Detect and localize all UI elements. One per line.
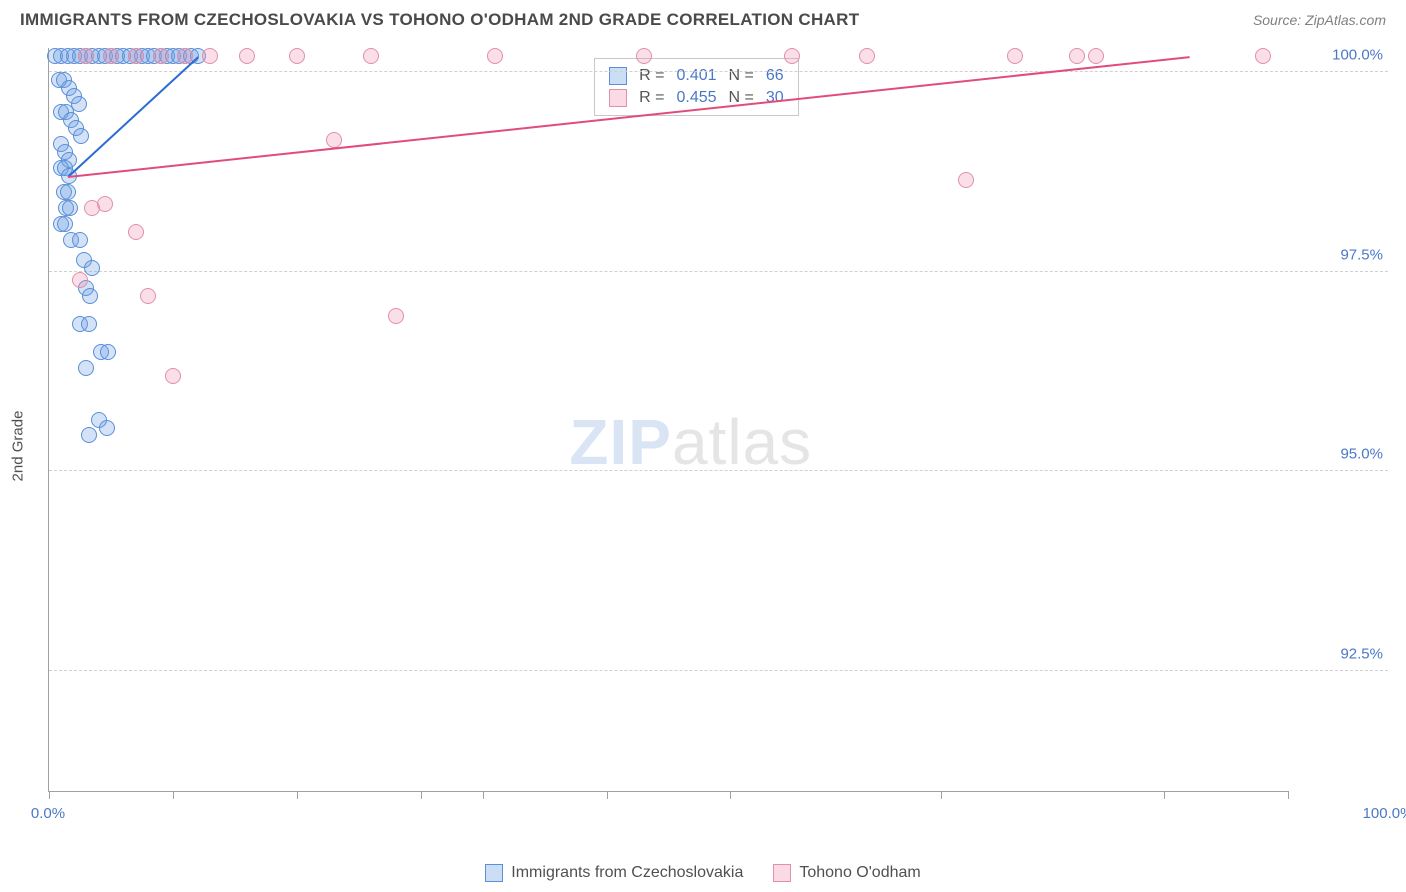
- data-point-pink: [78, 48, 94, 64]
- data-point-pink: [177, 48, 193, 64]
- swatch-pink-icon: [773, 864, 791, 882]
- y-tick-label: 95.0%: [1293, 446, 1383, 463]
- data-point-blue: [72, 232, 88, 248]
- y-tick-label: 100.0%: [1293, 46, 1383, 63]
- data-point-blue: [62, 200, 78, 216]
- x-tick: [49, 791, 50, 799]
- x-tick: [1288, 791, 1289, 799]
- watermark: ZIPatlas: [569, 405, 812, 479]
- data-point-pink: [859, 48, 875, 64]
- swatch-blue-icon: [485, 864, 503, 882]
- data-point-pink: [239, 48, 255, 64]
- swatch-blue: [609, 67, 627, 85]
- data-point-pink: [289, 48, 305, 64]
- chart-title: IMMIGRANTS FROM CZECHOSLOVAKIA VS TOHONO…: [20, 10, 859, 30]
- legend-item-blue: Immigrants from Czechoslovakia: [485, 864, 743, 882]
- x-tick: [173, 791, 174, 799]
- gridline-h: [49, 271, 1388, 272]
- data-point-pink: [1255, 48, 1271, 64]
- trendline-blue: [67, 56, 198, 177]
- series-legend: Immigrants from Czechoslovakia Tohono O'…: [0, 864, 1406, 882]
- x-tick: [941, 791, 942, 799]
- data-point-blue: [78, 360, 94, 376]
- correlation-legend: R = 0.401 N = 66 R = 0.455 N = 30: [594, 58, 799, 116]
- data-point-pink: [958, 172, 974, 188]
- data-point-pink: [128, 48, 144, 64]
- data-point-pink: [487, 48, 503, 64]
- data-point-blue: [60, 184, 76, 200]
- data-point-pink: [128, 224, 144, 240]
- data-point-blue: [73, 128, 89, 144]
- data-point-pink: [1088, 48, 1104, 64]
- data-point-pink: [103, 48, 119, 64]
- data-point-pink: [165, 368, 181, 384]
- data-point-blue: [84, 260, 100, 276]
- x-tick: [421, 791, 422, 799]
- data-point-pink: [202, 48, 218, 64]
- data-point-blue: [81, 316, 97, 332]
- data-point-pink: [140, 288, 156, 304]
- data-point-blue: [82, 288, 98, 304]
- data-point-blue: [57, 216, 73, 232]
- legend-row-blue: R = 0.401 N = 66: [609, 65, 784, 87]
- data-point-pink: [1069, 48, 1085, 64]
- source-attribution: Source: ZipAtlas.com: [1253, 12, 1386, 28]
- legend-row-pink: R = 0.455 N = 30: [609, 87, 784, 109]
- y-axis-label: 2nd Grade: [10, 411, 27, 482]
- data-point-pink: [784, 48, 800, 64]
- y-tick-label: 97.5%: [1293, 246, 1383, 263]
- gridline-h: [49, 470, 1388, 471]
- x-tick: [607, 791, 608, 799]
- swatch-pink: [609, 89, 627, 107]
- gridline-h: [49, 670, 1388, 671]
- data-point-blue: [81, 427, 97, 443]
- legend-item-pink: Tohono O'odham: [773, 864, 920, 882]
- chart-container: ZIPatlas R = 0.401 N = 66 R = 0.455 N = …: [48, 48, 1388, 832]
- y-tick-label: 92.5%: [1293, 646, 1383, 663]
- data-point-blue: [99, 420, 115, 436]
- gridline-h: [49, 71, 1388, 72]
- x-tick-label: 0.0%: [31, 805, 65, 822]
- data-point-pink: [636, 48, 652, 64]
- data-point-pink: [72, 272, 88, 288]
- data-point-pink: [153, 48, 169, 64]
- x-tick: [1164, 791, 1165, 799]
- data-point-blue: [100, 344, 116, 360]
- x-tick-label: 100.0%: [1363, 805, 1406, 822]
- x-tick: [297, 791, 298, 799]
- data-point-pink: [1007, 48, 1023, 64]
- data-point-pink: [363, 48, 379, 64]
- data-point-pink: [388, 308, 404, 324]
- x-tick: [730, 791, 731, 799]
- data-point-pink: [97, 196, 113, 212]
- plot-area: ZIPatlas R = 0.401 N = 66 R = 0.455 N = …: [48, 48, 1288, 792]
- data-point-pink: [326, 132, 342, 148]
- x-tick: [483, 791, 484, 799]
